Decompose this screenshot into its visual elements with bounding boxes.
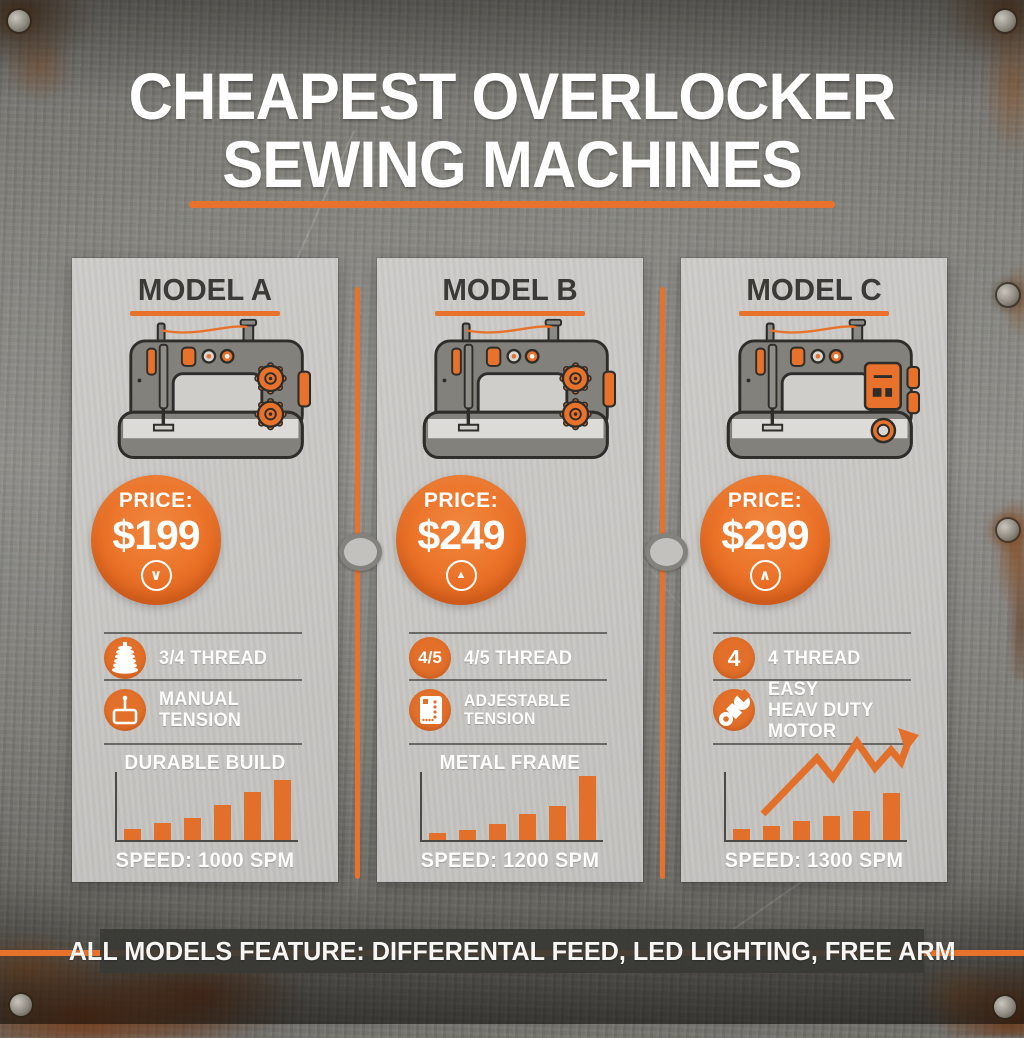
vertical-accent-divider xyxy=(355,287,360,879)
rivet-bolt xyxy=(994,996,1016,1018)
wrench-icon xyxy=(713,689,755,731)
bar xyxy=(274,780,291,840)
price-badge: PRICE: $199 ∨ xyxy=(91,475,221,605)
divider-line xyxy=(104,632,302,634)
feature-label: MANUAL TENSION xyxy=(159,689,242,731)
bar xyxy=(459,829,476,840)
trend-arrow-zigzag xyxy=(760,728,919,817)
thread-count-badge-icon: 4/5 xyxy=(409,637,451,679)
bar xyxy=(579,776,596,840)
rivet-bolt xyxy=(994,10,1016,32)
page-title: CHEAPEST OVERLOCKER SEWING MACHINES xyxy=(36,62,988,198)
feature-label: ADJESTABLE TENSION xyxy=(464,692,571,728)
card-title: MODEL B xyxy=(442,272,578,307)
sewing-machine-panel-illustration xyxy=(708,318,920,464)
speed-caption: SPEED: 1000 SPM xyxy=(115,849,295,872)
divider-line xyxy=(713,632,911,634)
rivet-bolt xyxy=(997,519,1019,541)
model-c-card: MODEL C PRICE: $299 ∧ 4 4 THREAD xyxy=(681,258,947,882)
divider-line xyxy=(409,679,607,681)
divider-line xyxy=(409,632,607,634)
divider-dot xyxy=(339,533,382,571)
bar xyxy=(124,829,141,840)
footer-banner-text: ALL MODELS FEATURE: DIFFERENTAL FEED, LE… xyxy=(68,935,956,966)
vertical-accent-divider xyxy=(660,287,665,879)
model-b-card: MODEL B PRICE: $249 ▲ 4/5 4/5 THREAD xyxy=(377,258,643,882)
divider-line xyxy=(104,679,302,681)
price-label: PRICE: xyxy=(423,489,499,512)
card-title-underline xyxy=(739,311,889,316)
page-title-line2: SEWING MACHINES xyxy=(222,127,802,201)
price-badge: PRICE: $249 ▲ xyxy=(396,475,526,605)
divider-line xyxy=(104,743,302,745)
feature-row-thread: 4/5 4/5 THREAD xyxy=(409,637,631,679)
divider-dot xyxy=(645,533,688,571)
bar xyxy=(184,818,201,840)
chevron-down-circle-icon: ∨ xyxy=(140,560,172,591)
rivet-bolt xyxy=(997,284,1019,306)
feature-label: 4 THREAD xyxy=(768,647,861,669)
rivet-bolt xyxy=(10,994,32,1016)
bar xyxy=(154,823,171,840)
bar xyxy=(763,825,780,840)
price-label: PRICE: xyxy=(727,489,803,512)
page-title-line1: CHEAPEST OVERLOCKER xyxy=(128,59,897,133)
feature-row-thread: 4 4 THREAD xyxy=(713,637,935,679)
bar xyxy=(429,832,446,840)
title-accent-underline xyxy=(189,201,835,208)
card-title: MODEL A xyxy=(137,272,273,307)
feature-row-tension: MANUAL TENSION xyxy=(104,686,326,734)
price-value: $299 xyxy=(721,512,809,558)
feature-row-thread: 3/4 THREAD xyxy=(104,637,326,679)
card-title-underline xyxy=(435,311,585,316)
chevron-up-circle-icon: ∧ xyxy=(749,560,781,591)
bar xyxy=(244,792,261,840)
speed-caption: SPEED: 1200 SPM xyxy=(420,849,600,872)
card-title-underline xyxy=(130,311,280,316)
feature-label: 3/4 THREAD xyxy=(159,647,268,669)
price-value: $199 xyxy=(112,512,200,558)
bar xyxy=(214,804,231,840)
sewing-machine-gears-illustration xyxy=(404,318,616,464)
triangle-up-circle-icon: ▲ xyxy=(445,560,477,591)
speed-bar-chart xyxy=(115,772,298,842)
speed-bar-chart xyxy=(420,772,603,842)
footer-banner: ALL MODELS FEATURE: DIFFERENTAL FEED, LE… xyxy=(69,929,955,973)
bar xyxy=(489,823,506,840)
presser-foot-icon xyxy=(104,689,146,731)
rivet-bolt xyxy=(8,10,30,32)
feature-label: 4/5 THREAD xyxy=(464,647,573,669)
price-label: PRICE: xyxy=(118,489,194,512)
thread-spool-icon xyxy=(104,637,146,679)
price-badge: PRICE: $299 ∧ xyxy=(700,475,830,605)
tension-panel-icon xyxy=(409,689,451,731)
card-title: MODEL C xyxy=(746,272,882,307)
bar xyxy=(549,806,566,840)
feature-row-tension: ADJESTABLE TENSION xyxy=(409,686,631,734)
divider-line xyxy=(409,743,607,745)
model-a-card: MODEL A PRICE: $199 ∨ 3/4 TH xyxy=(72,258,338,882)
price-value: $249 xyxy=(417,512,505,558)
bar xyxy=(519,814,536,840)
bar xyxy=(733,829,750,840)
sewing-machine-gears-illustration xyxy=(99,318,311,464)
thread-count-badge-icon: 4 xyxy=(713,637,755,679)
speed-caption: SPEED: 1300 SPM xyxy=(724,849,904,872)
